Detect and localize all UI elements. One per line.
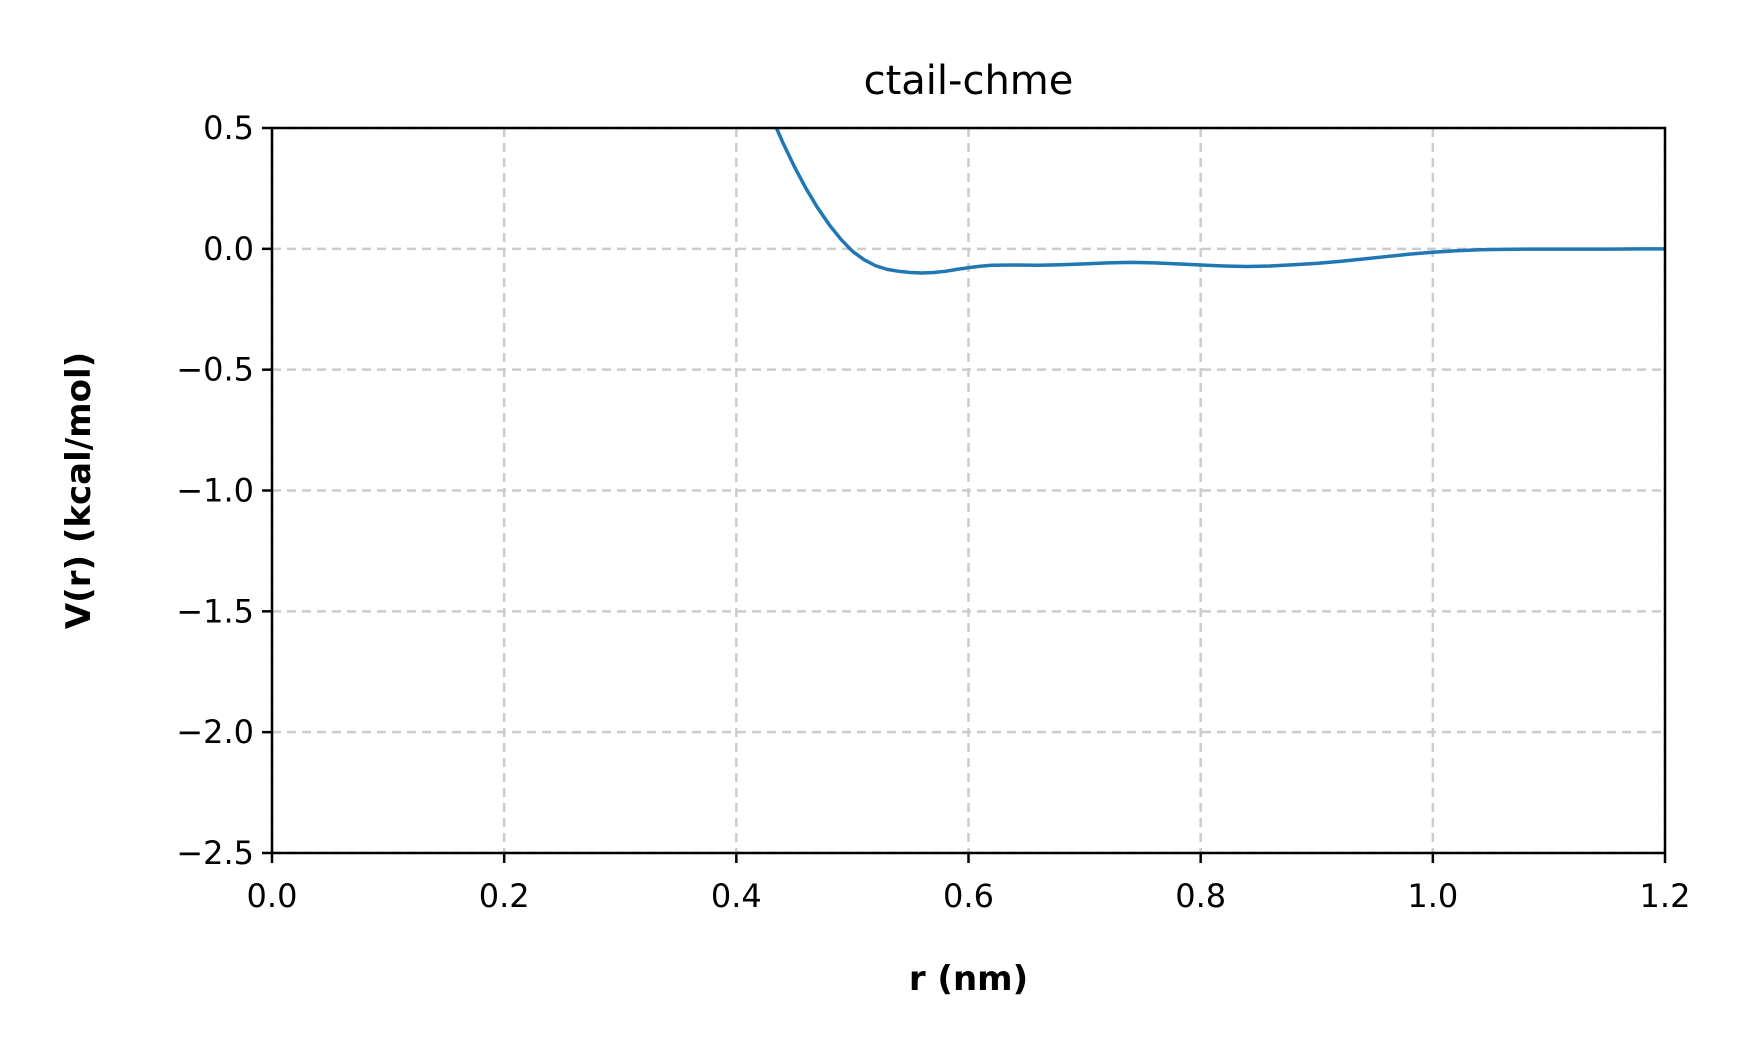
x-tick-label-0: 0.0	[247, 877, 298, 915]
y-tick-label-5: −2.0	[176, 713, 254, 751]
y-tick-label-4: −1.5	[176, 592, 254, 630]
x-tick-label-3: 0.6	[943, 877, 994, 915]
series-line-0	[774, 128, 1665, 275]
y-tick-label-2: −0.5	[176, 351, 254, 389]
x-tick-label-5: 1.0	[1407, 877, 1458, 915]
x-axis-label: r (nm)	[909, 959, 1028, 999]
y-tick-label-3: −1.0	[176, 472, 254, 510]
series-layer	[774, 128, 1665, 275]
x-tick-label-4: 0.8	[1175, 877, 1226, 915]
y-axis-label: V(r) (kcal/mol)	[59, 352, 99, 629]
y-tick-label-6: −2.5	[176, 834, 254, 872]
x-tick-label-2: 0.4	[711, 877, 762, 915]
y-tick-label-1: 0.0	[203, 230, 254, 268]
x-tick-label-6: 1.2	[1640, 877, 1691, 915]
chart-title: ctail-chme	[864, 58, 1074, 104]
y-tick-label-0: 0.5	[203, 109, 254, 147]
ticks: 0.0 0.2 0.4 0.6 0.8 1.0 1.2 0.5 0.0 −0.5 −1.0 −1.5 −…	[176, 109, 1690, 915]
x-tick-label-1: 0.2	[479, 877, 530, 915]
